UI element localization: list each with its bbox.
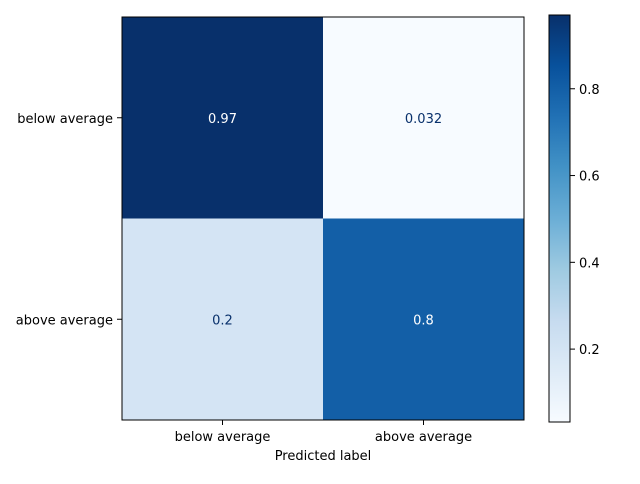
x-tick-label: below average (175, 430, 271, 445)
colorbar-tick-label: 0.4 (579, 256, 600, 271)
cell-value-label: 0.2 (212, 313, 233, 328)
colorbar-tick-label: 0.8 (579, 83, 600, 98)
y-tick-label: below average (17, 112, 113, 127)
heatmap-cell (122, 17, 324, 219)
colorbar-tick-label: 0.2 (579, 343, 600, 358)
cell-value-label: 0.032 (405, 112, 442, 127)
plot-frame (121, 16, 525, 421)
heatmap-cell (323, 17, 525, 219)
y-tick-label: above average (16, 313, 113, 328)
cell-value-label: 0.97 (208, 112, 237, 127)
colorbar-tick-label: 0.6 (579, 170, 600, 185)
x-tick-label: above average (375, 430, 472, 445)
heatmap-cell (122, 218, 324, 421)
cell-value-label: 0.8 (413, 313, 434, 328)
colorbar (548, 14, 571, 423)
x-axis-label: Predicted label (275, 449, 372, 464)
heatmap-cell (323, 218, 525, 421)
